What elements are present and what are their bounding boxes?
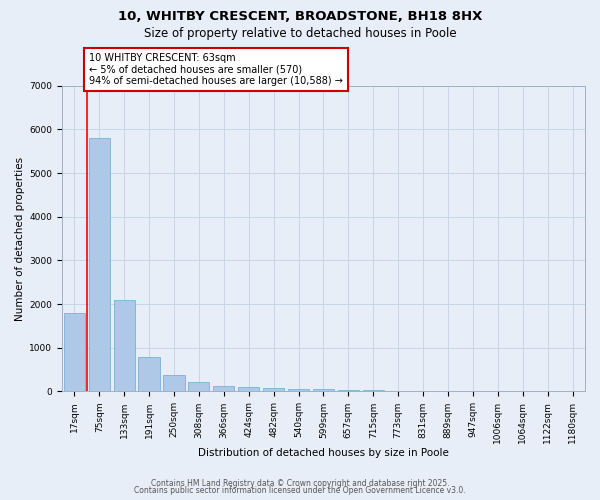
Y-axis label: Number of detached properties: Number of detached properties xyxy=(15,156,25,320)
Text: Size of property relative to detached houses in Poole: Size of property relative to detached ho… xyxy=(143,28,457,40)
Bar xyxy=(213,386,235,392)
Bar xyxy=(64,313,85,392)
Bar xyxy=(388,390,409,392)
Bar xyxy=(412,391,434,392)
Text: Contains public sector information licensed under the Open Government Licence v3: Contains public sector information licen… xyxy=(134,486,466,495)
Bar xyxy=(263,388,284,392)
Bar xyxy=(288,389,309,392)
Text: 10 WHITBY CRESCENT: 63sqm
← 5% of detached houses are smaller (570)
94% of semi-: 10 WHITBY CRESCENT: 63sqm ← 5% of detach… xyxy=(89,52,343,86)
Bar xyxy=(188,382,209,392)
Bar xyxy=(238,387,259,392)
X-axis label: Distribution of detached houses by size in Poole: Distribution of detached houses by size … xyxy=(198,448,449,458)
Text: 10, WHITBY CRESCENT, BROADSTONE, BH18 8HX: 10, WHITBY CRESCENT, BROADSTONE, BH18 8H… xyxy=(118,10,482,23)
Bar xyxy=(113,300,135,392)
Bar xyxy=(313,390,334,392)
Bar xyxy=(338,390,359,392)
Bar xyxy=(139,356,160,392)
Text: Contains HM Land Registry data © Crown copyright and database right 2025.: Contains HM Land Registry data © Crown c… xyxy=(151,478,449,488)
Bar xyxy=(163,375,185,392)
Bar xyxy=(362,390,384,392)
Bar xyxy=(89,138,110,392)
